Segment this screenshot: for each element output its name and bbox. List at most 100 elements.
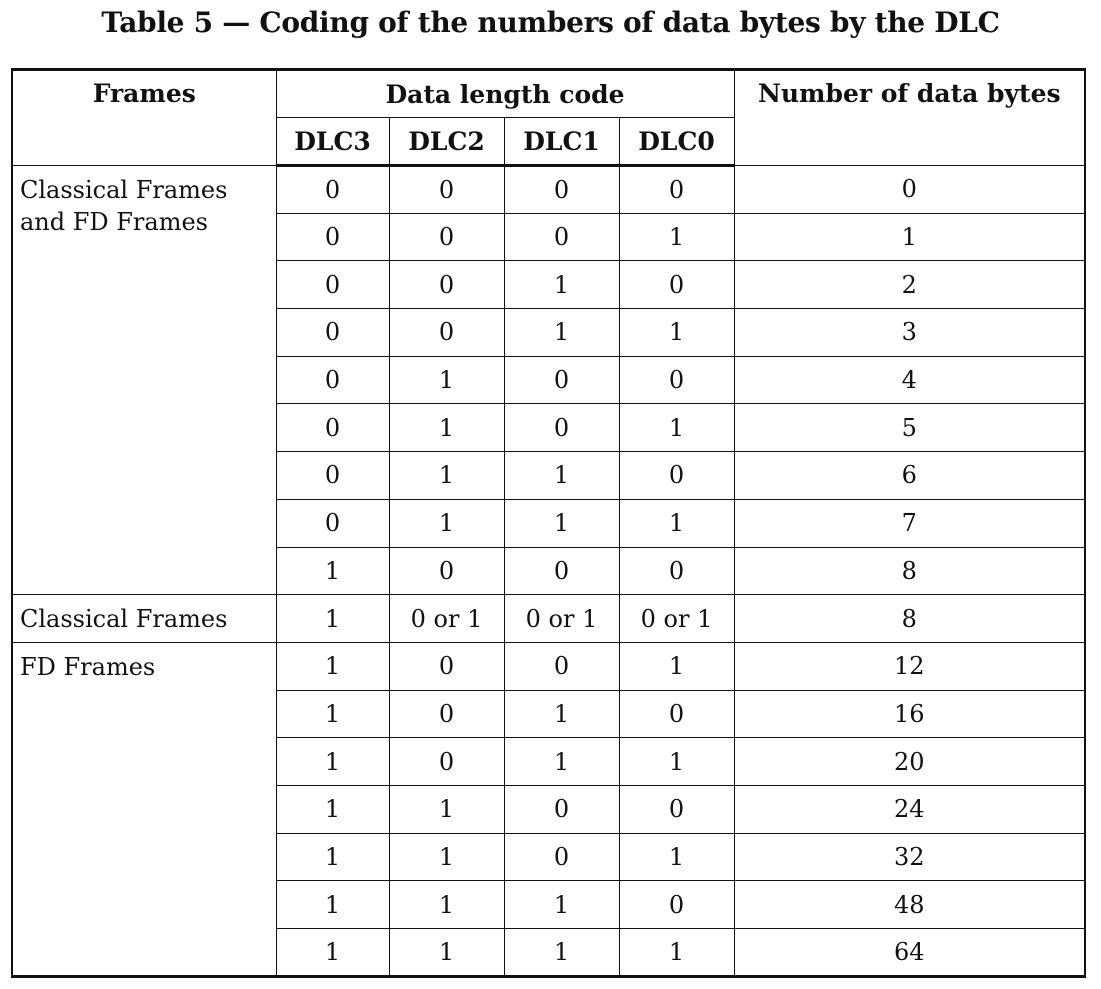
dlc2-cell: 0 xyxy=(388,212,505,262)
dlc1-cell: 1 xyxy=(503,308,620,357)
dlc1-cell: 0 xyxy=(503,784,620,834)
dlc1-cell: 1 xyxy=(503,928,620,977)
dlc1-cell: 1 xyxy=(503,498,620,548)
dlc2-cell: 0 xyxy=(388,308,505,357)
table-body: Classical Frames and FD Frames 0 0 0 0 0 0 0 0 1 1 0… xyxy=(11,164,1086,977)
data-bytes-cell: 32 xyxy=(733,832,1086,882)
dlc2-cell: 0 xyxy=(388,546,505,596)
table-header: Frames Data length code Number of data b… xyxy=(11,69,1086,167)
data-bytes-cell: 2 xyxy=(733,260,1086,310)
dlc3-cell: 0 xyxy=(275,451,390,500)
dlc3-cell: 0 xyxy=(275,355,390,405)
dlc3-cell: 1 xyxy=(275,641,390,691)
dlc3-cell: 0 xyxy=(275,308,390,357)
dlc2-cell: 0 or 1 xyxy=(388,594,505,643)
dlc0-cell: 0 xyxy=(618,451,735,500)
table-title: Table 5 — Coding of the numbers of data … xyxy=(101,6,1000,39)
dlc0-cell: 1 xyxy=(618,212,735,262)
table-row: 1 0 1 1 20 xyxy=(12,737,1086,786)
dlc2-cell: 1 xyxy=(388,928,505,977)
dlc3-cell: 1 xyxy=(275,784,390,834)
frames-group-label: FD Frames xyxy=(11,641,277,977)
data-bytes-cell: 6 xyxy=(733,451,1086,500)
dlc3-cell: 1 xyxy=(275,546,390,596)
data-bytes-cell: 7 xyxy=(733,498,1086,548)
dlc1-cell: 0 xyxy=(503,832,620,882)
dlc3-cell: 0 xyxy=(275,165,390,214)
data-bytes-cell: 12 xyxy=(733,641,1086,691)
table-row: 1 1 1 0 48 xyxy=(12,880,1086,929)
data-bytes-cell: 64 xyxy=(733,928,1086,977)
frames-group-label: Classical Frames and FD Frames xyxy=(11,164,277,596)
table-row: 1 0 1 0 16 xyxy=(12,689,1086,739)
dlc3-cell: 1 xyxy=(275,928,390,977)
dlc0-cell: 1 xyxy=(618,928,735,977)
dlc2-cell: 1 xyxy=(388,403,505,453)
data-bytes-cell: 24 xyxy=(733,784,1086,834)
dlc2-cell: 0 xyxy=(388,641,505,691)
data-bytes-cell: 8 xyxy=(733,546,1086,596)
dlc1-cell: 0 xyxy=(503,165,620,214)
dlc0-cell: 1 xyxy=(618,737,735,786)
dlc0-cell: 0 xyxy=(618,689,735,739)
dlc2-cell: 1 xyxy=(388,451,505,500)
dlc0-cell: 0 xyxy=(618,355,735,405)
dlc0-cell: 0 xyxy=(618,880,735,929)
data-bytes-cell: 16 xyxy=(733,689,1086,739)
data-bytes-cell: 48 xyxy=(733,880,1086,929)
data-bytes-cell: 5 xyxy=(733,403,1086,453)
dlc0-cell: 1 xyxy=(618,498,735,548)
dlc0-cell: 1 xyxy=(618,641,735,691)
dlc2-cell: 0 xyxy=(388,260,505,310)
dlc0-cell: 1 xyxy=(618,403,735,453)
dlc3-cell: 0 xyxy=(275,212,390,262)
dlc2-cell: 1 xyxy=(388,880,505,929)
data-bytes-cell: 0 xyxy=(733,165,1086,214)
header-dlc0: DLC0 xyxy=(618,117,735,167)
dlc1-cell: 0 xyxy=(503,546,620,596)
dlc3-cell: 0 xyxy=(275,498,390,548)
dlc1-cell: 1 xyxy=(503,260,620,310)
dlc3-cell: 1 xyxy=(275,689,390,739)
table-row: 1 1 0 1 32 xyxy=(12,832,1086,882)
header-frames: Frames xyxy=(11,69,277,166)
dlc2-cell: 1 xyxy=(388,498,505,548)
dlc0-cell: 0 or 1 xyxy=(618,594,735,643)
data-bytes-cell: 4 xyxy=(733,355,1086,405)
data-bytes-cell: 1 xyxy=(733,212,1086,262)
data-bytes-cell: 8 xyxy=(733,594,1086,643)
dlc3-cell: 1 xyxy=(275,880,390,929)
dlc0-cell: 1 xyxy=(618,308,735,357)
dlc1-cell: 1 xyxy=(503,451,620,500)
dlc-coding-table: Frames Data length code Number of data b… xyxy=(11,68,1087,978)
dlc1-cell: 0 xyxy=(503,403,620,453)
dlc1-cell: 1 xyxy=(503,689,620,739)
dlc3-cell: 0 xyxy=(275,403,390,453)
dlc2-cell: 0 xyxy=(388,689,505,739)
dlc2-cell: 1 xyxy=(388,355,505,405)
dlc0-cell: 0 xyxy=(618,546,735,596)
frames-group-label: Classical Frames xyxy=(11,594,277,643)
dlc3-cell: 1 xyxy=(275,594,390,643)
dlc2-cell: 1 xyxy=(388,832,505,882)
table-row: 1 1 1 1 64 xyxy=(12,928,1086,977)
dlc3-cell: 1 xyxy=(275,832,390,882)
dlc1-cell: 0 xyxy=(503,212,620,262)
dlc3-cell: 0 xyxy=(275,260,390,310)
dlc1-cell: 0 or 1 xyxy=(503,594,620,643)
dlc2-cell: 0 xyxy=(388,737,505,786)
header-dlc1: DLC1 xyxy=(503,117,620,167)
table-row: FD Frames 1 0 0 1 12 xyxy=(11,641,1086,977)
data-bytes-cell: 20 xyxy=(733,737,1086,786)
header-dlc2: DLC2 xyxy=(388,117,505,167)
header-data-length-code: Data length code xyxy=(275,69,735,118)
dlc0-cell: 0 xyxy=(618,260,735,310)
dlc0-cell: 1 xyxy=(618,832,735,882)
